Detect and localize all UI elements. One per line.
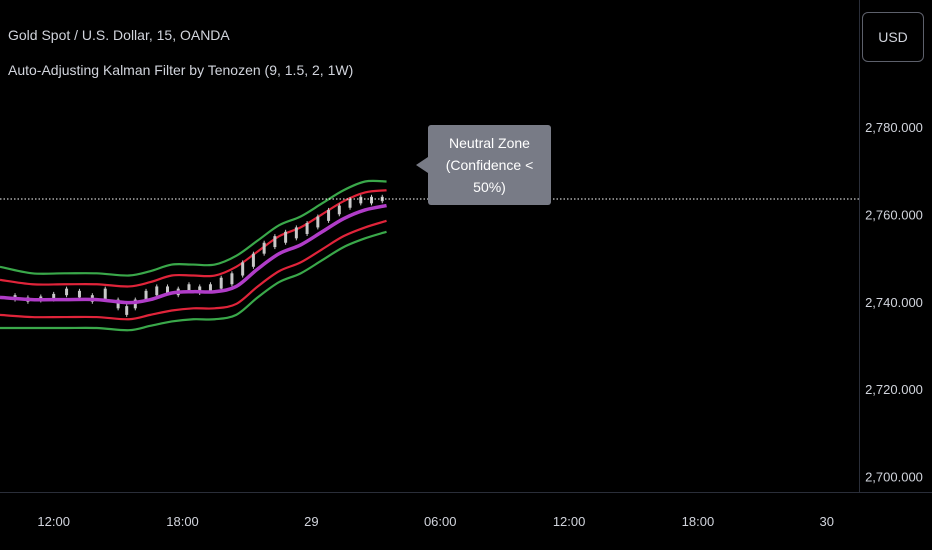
candle-body [155,286,159,296]
candle-body [262,242,266,254]
annotation-line-2: (Confidence < 50%) [445,157,534,195]
neutral-zone-annotation: Neutral Zone (Confidence < 50%) [428,125,551,205]
candle-body [359,196,363,204]
candle-body [251,253,255,267]
band-line-inner-upper [0,189,387,288]
candle-body [103,288,107,300]
time-tick-label: 06:00 [424,514,457,529]
annotation-line-1: Neutral Zone [449,135,530,151]
time-tick-label: 29 [304,514,318,529]
candle-body [273,236,277,248]
currency-button[interactable]: USD [862,12,924,62]
candle-body [125,306,129,315]
price-scale[interactable]: 2,800.0002,780.0002,760.0002,740.0002,72… [865,32,923,484]
candle-body [241,262,245,276]
candle-body [52,293,56,300]
candle-body [65,288,69,296]
candle-body [370,196,374,204]
price-tick-label: 2,760.000 [865,207,923,222]
time-tick-label: 12:00 [553,514,586,529]
candle-body [166,286,170,294]
price-tick-label: 2,780.000 [865,120,923,135]
band-line-outer-upper [0,179,387,277]
time-scale[interactable]: 12:00 18:00 29 06:00 12:00 18:00 30 [37,514,834,529]
candle-body [208,284,212,291]
band-line-outer-lower [0,230,387,332]
annotation-arrow [416,157,428,173]
candle-body [219,277,223,289]
price-tick-label: 2,740.000 [865,295,923,310]
candle-body [187,284,191,291]
candle-body [144,290,148,300]
candle-body [230,273,234,285]
indicator-legend[interactable]: Auto-Adjusting Kalman Filter by Tenozen … [8,62,354,78]
price-tick-label: 2,720.000 [865,382,923,397]
time-tick-label: 18:00 [166,514,199,529]
price-tick-label: 2,700.000 [865,470,923,485]
candle-body [305,223,309,234]
candle-body [327,209,331,221]
candle-body [316,216,320,228]
symbol-title: Gold Spot / U.S. Dollar, 15, OANDA [8,27,230,43]
plot-area [0,179,387,332]
candle-body [198,286,202,294]
candle-body [348,198,352,208]
candle-body [77,290,81,298]
time-tick-label: 12:00 [37,514,70,529]
time-tick-label: 18:00 [682,514,715,529]
time-tick-label: 30 [820,514,834,529]
candle-body [116,299,120,309]
candle-body [337,205,341,215]
candle-body [294,227,298,239]
kalman-filter-line [0,203,387,305]
band-line-inner-lower [0,219,387,321]
candle-body [284,231,288,243]
